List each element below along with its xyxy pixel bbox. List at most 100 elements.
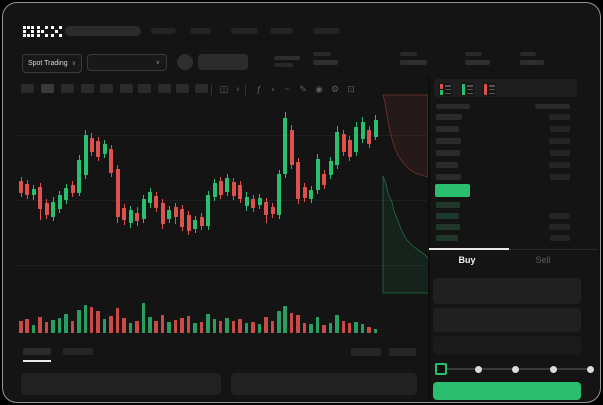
volume-bar bbox=[154, 321, 158, 333]
avatar[interactable] bbox=[177, 54, 193, 70]
ask-row-price[interactable] bbox=[436, 150, 460, 156]
book-icon-color-column bbox=[484, 84, 487, 95]
nav-item[interactable] bbox=[313, 28, 340, 34]
slider-stop-dot[interactable] bbox=[549, 365, 557, 373]
candle-body bbox=[335, 132, 340, 165]
search-input[interactable] bbox=[65, 26, 141, 36]
candle-type-icon[interactable]: ◫ bbox=[219, 84, 229, 94]
candle-body bbox=[251, 198, 256, 209]
volume-bar bbox=[57, 318, 62, 333]
draw-icon[interactable]: ✎ bbox=[299, 84, 307, 94]
book-asks-icon[interactable] bbox=[483, 83, 496, 96]
candle-body bbox=[277, 174, 281, 216]
timeframe-button[interactable] bbox=[195, 84, 208, 93]
tab-buy[interactable]: Buy bbox=[458, 255, 476, 265]
candle-body bbox=[19, 181, 23, 194]
last-price-bar[interactable] bbox=[435, 184, 470, 197]
ask-row-price[interactable] bbox=[436, 162, 458, 168]
pair-selector-dropdown[interactable]: ∨ bbox=[87, 54, 167, 71]
ask-row-price[interactable] bbox=[436, 138, 461, 144]
camera-icon[interactable]: ◉ bbox=[315, 84, 323, 94]
price-field[interactable] bbox=[433, 278, 581, 304]
bottom-control-box[interactable] bbox=[389, 348, 416, 356]
bid-row-price[interactable] bbox=[436, 202, 460, 208]
timeframe-button[interactable] bbox=[158, 84, 171, 93]
indicators-icon[interactable]: ƒ bbox=[256, 84, 262, 94]
ask-row-amount bbox=[549, 138, 570, 144]
candle-body bbox=[225, 178, 230, 192]
volume-bar bbox=[19, 321, 23, 333]
book-all-icon[interactable] bbox=[439, 83, 452, 96]
candle-body bbox=[38, 186, 43, 209]
nav-item[interactable] bbox=[270, 28, 293, 34]
candle-body bbox=[193, 220, 198, 229]
volume-bar bbox=[328, 323, 333, 333]
bid-row-price[interactable] bbox=[436, 213, 459, 219]
nav-item[interactable] bbox=[151, 28, 176, 34]
volume-bar bbox=[44, 322, 49, 333]
timeframe-button[interactable] bbox=[138, 84, 151, 93]
book-bids-icon[interactable] bbox=[461, 83, 474, 96]
fullscreen-icon[interactable]: ⊡ bbox=[347, 84, 355, 94]
orderbook-toolbar bbox=[434, 79, 577, 97]
bottom-control-box[interactable] bbox=[351, 348, 381, 356]
bottom-tab[interactable] bbox=[63, 348, 93, 355]
okx-logo-glyph bbox=[23, 26, 35, 38]
chevron-down-icon[interactable]: ∨ bbox=[235, 87, 241, 93]
gear-icon[interactable]: ⚙ bbox=[330, 84, 340, 94]
ask-row-price[interactable] bbox=[436, 126, 459, 132]
timeframe-button[interactable] bbox=[120, 84, 133, 93]
slider-stop-dot[interactable] bbox=[512, 365, 519, 373]
toolbar-divider bbox=[211, 85, 212, 95]
book-icon-lines bbox=[488, 84, 495, 95]
timeframe-button[interactable] bbox=[41, 84, 54, 93]
candle-body bbox=[102, 144, 107, 155]
volume-bar bbox=[289, 313, 294, 333]
timeframe-button[interactable] bbox=[81, 84, 94, 93]
candle-body bbox=[148, 191, 152, 204]
bid-row-price[interactable] bbox=[436, 224, 460, 230]
bottom-tab[interactable] bbox=[23, 348, 51, 355]
market-type-dropdown[interactable]: Spot Trading ∨ bbox=[22, 54, 82, 73]
timeframe-button[interactable] bbox=[61, 84, 74, 93]
ask-row-price[interactable] bbox=[436, 174, 461, 180]
bid-row-price[interactable] bbox=[436, 235, 458, 241]
tab-sell[interactable]: Sell bbox=[535, 255, 551, 265]
okx-logo-glyph bbox=[36, 26, 49, 38]
candle-body bbox=[180, 208, 185, 228]
timeframe-button[interactable] bbox=[100, 84, 113, 93]
timeframe-button[interactable] bbox=[21, 84, 34, 93]
candle-body bbox=[367, 130, 372, 145]
candle-body bbox=[57, 194, 62, 209]
timeframe-button[interactable] bbox=[176, 84, 189, 93]
account-button[interactable] bbox=[198, 54, 248, 70]
volume-bar bbox=[257, 324, 262, 333]
percent-slider[interactable] bbox=[433, 360, 594, 376]
candle-body bbox=[141, 198, 146, 219]
volume-bar bbox=[83, 305, 87, 333]
nav-item[interactable] bbox=[231, 28, 258, 34]
slider-stop-dot[interactable] bbox=[474, 365, 482, 373]
candle-body bbox=[96, 140, 101, 157]
slider-stop-dot[interactable] bbox=[587, 365, 594, 373]
candle-body bbox=[128, 210, 133, 223]
volume-bar bbox=[148, 317, 152, 333]
volume-bar bbox=[244, 323, 249, 333]
volume-bar bbox=[160, 315, 165, 333]
bottom-panel bbox=[231, 373, 417, 395]
line-tool-icon[interactable]: ~ bbox=[284, 84, 290, 94]
ask-row-price[interactable] bbox=[436, 114, 462, 120]
ask-row-amount bbox=[550, 126, 570, 132]
candle-body bbox=[51, 201, 56, 217]
buy-button[interactable] bbox=[433, 382, 581, 400]
slider-handle[interactable] bbox=[435, 363, 447, 375]
volume-bar bbox=[309, 324, 313, 333]
volume-bar bbox=[128, 323, 133, 333]
amount-field[interactable] bbox=[433, 308, 581, 332]
chevron-down-icon[interactable]: ∨ bbox=[270, 87, 276, 93]
nav-item[interactable] bbox=[190, 28, 211, 34]
candle-body bbox=[115, 169, 120, 217]
candle-body bbox=[77, 159, 82, 194]
volume-bar bbox=[206, 314, 210, 333]
